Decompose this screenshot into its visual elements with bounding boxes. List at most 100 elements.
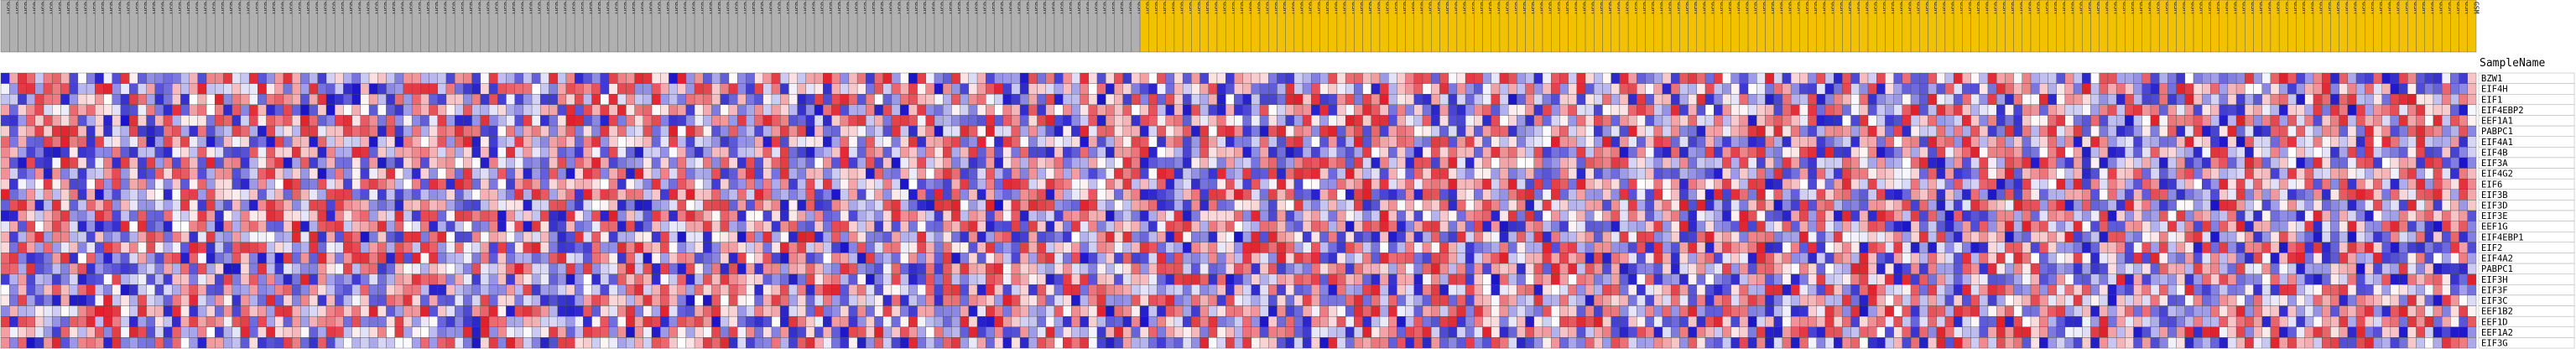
heatmap-cell bbox=[2227, 157, 2237, 169]
heatmap-cell bbox=[2253, 189, 2262, 201]
heatmap-cell bbox=[206, 147, 216, 159]
heatmap-cell bbox=[2322, 72, 2331, 84]
heatmap-cell bbox=[300, 125, 310, 137]
heatmap-cell bbox=[480, 72, 490, 84]
heatmap-cell bbox=[762, 210, 773, 221]
heatmap-cell bbox=[0, 104, 10, 116]
heatmap-cell bbox=[814, 168, 824, 180]
heatmap-cell bbox=[9, 83, 18, 95]
heatmap-cell bbox=[1670, 136, 1680, 148]
heatmap-cell bbox=[0, 189, 10, 201]
heatmap-cell bbox=[309, 94, 318, 106]
heatmap-cell bbox=[2278, 136, 2288, 148]
heatmap-cell bbox=[1611, 72, 1621, 84]
heatmap-cell bbox=[497, 125, 507, 137]
heatmap-cell bbox=[0, 178, 10, 190]
heatmap-cell bbox=[1987, 147, 1997, 159]
heatmap-cell bbox=[1542, 104, 1552, 116]
heatmap-cell bbox=[1045, 147, 1055, 159]
heatmap-cell bbox=[2339, 72, 2349, 84]
heatmap-cell bbox=[1602, 72, 1611, 84]
heatmap-cell bbox=[1919, 125, 1928, 137]
heatmap-cell bbox=[360, 115, 370, 127]
heatmap-cell bbox=[112, 157, 122, 169]
heatmap-cell bbox=[223, 168, 232, 180]
heatmap-cell bbox=[2424, 94, 2434, 106]
heatmap-cell bbox=[788, 210, 798, 221]
heatmap-cell bbox=[1645, 221, 1654, 232]
heatmap-cell bbox=[746, 189, 755, 201]
heatmap-cell bbox=[163, 200, 173, 211]
heatmap-cell bbox=[728, 83, 738, 95]
heatmap-cell bbox=[660, 221, 669, 232]
heatmap-cell bbox=[368, 115, 378, 127]
heatmap-cell bbox=[2355, 157, 2365, 169]
heatmap-cell bbox=[1122, 189, 1132, 201]
heatmap-cell bbox=[1354, 83, 1363, 95]
heatmap-cell bbox=[874, 125, 883, 137]
heatmap-cell bbox=[1902, 210, 1912, 221]
heatmap-cell bbox=[2287, 221, 2297, 232]
heatmap-cell bbox=[463, 189, 472, 201]
heatmap-cell bbox=[77, 125, 87, 137]
heatmap-cell bbox=[2219, 200, 2229, 211]
heatmap-cell bbox=[1191, 221, 1200, 232]
heatmap-cell bbox=[34, 125, 44, 137]
heatmap-cell bbox=[232, 83, 242, 95]
heatmap-cell bbox=[95, 168, 104, 180]
heatmap-cell bbox=[1242, 210, 1252, 221]
heatmap-cell bbox=[557, 200, 567, 211]
heatmap-cell bbox=[1148, 210, 1158, 221]
heatmap-cell bbox=[1688, 115, 1697, 127]
heatmap-cell bbox=[2381, 168, 2391, 180]
heatmap-cell bbox=[1388, 221, 1397, 232]
heatmap-cell bbox=[1354, 94, 1363, 106]
heatmap-cell bbox=[2030, 210, 2040, 221]
heatmap-cell bbox=[1833, 168, 1843, 180]
heatmap-cell bbox=[1670, 115, 1680, 127]
heatmap-cell bbox=[1422, 94, 1432, 106]
heatmap-cell bbox=[874, 168, 883, 180]
heatmap-cell bbox=[1054, 83, 1064, 95]
heatmap-cell bbox=[0, 83, 10, 95]
heatmap-cell bbox=[2261, 189, 2272, 201]
heatmap-cell bbox=[1122, 104, 1132, 116]
heatmap-cell bbox=[2227, 200, 2237, 211]
heatmap-cell bbox=[1679, 210, 1689, 221]
heatmap-cell bbox=[206, 125, 216, 137]
heatmap-cell bbox=[258, 125, 267, 137]
heatmap-cell bbox=[1756, 178, 1766, 190]
heatmap-cell bbox=[2048, 189, 2057, 201]
heatmap-cell bbox=[77, 200, 87, 211]
heatmap-cell bbox=[694, 115, 704, 127]
heatmap-cell bbox=[1714, 72, 1723, 84]
heatmap-cell bbox=[848, 189, 858, 201]
heatmap-cell bbox=[1474, 221, 1483, 232]
heatmap-cell bbox=[1259, 200, 1269, 211]
heatmap-cell bbox=[317, 72, 327, 84]
heatmap-cell bbox=[1739, 83, 1749, 95]
heatmap-cell bbox=[1714, 115, 1723, 127]
heatmap-cell bbox=[1962, 200, 1971, 211]
heatmap-cell bbox=[1482, 136, 1491, 148]
heatmap-cell bbox=[728, 157, 738, 169]
heatmap-cell bbox=[368, 83, 378, 95]
heatmap-cell bbox=[2013, 221, 2022, 232]
heatmap-cell bbox=[2115, 221, 2126, 232]
heatmap-cell bbox=[660, 200, 669, 211]
heatmap-cell bbox=[1670, 147, 1680, 159]
heatmap-cell bbox=[866, 221, 875, 232]
heatmap-cell bbox=[2048, 168, 2057, 180]
heatmap-cell bbox=[300, 94, 310, 106]
heatmap-cell bbox=[1397, 200, 1406, 211]
heatmap-cell bbox=[154, 168, 164, 180]
heatmap-cell bbox=[1842, 221, 1851, 232]
heatmap-cell bbox=[1482, 168, 1491, 180]
heatmap-cell bbox=[968, 115, 978, 127]
heatmap-cell bbox=[411, 232, 421, 243]
heatmap-cell bbox=[248, 200, 258, 211]
heatmap-cell bbox=[1345, 94, 1355, 106]
heatmap-cell bbox=[626, 125, 635, 137]
heatmap-cell bbox=[1696, 210, 1706, 221]
heatmap-cell bbox=[1893, 210, 1903, 221]
